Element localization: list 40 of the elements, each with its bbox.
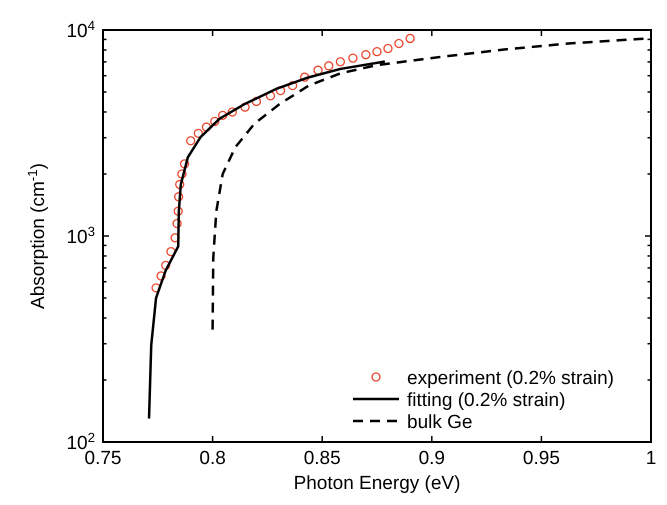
point: [177, 169, 187, 179]
point: [210, 116, 220, 126]
y-tick-label: 10$^{3}$: [66, 224, 95, 248]
x-tick-label: 0.9: [418, 448, 446, 469]
x-tick-label: 1: [646, 448, 656, 469]
point: [174, 206, 183, 216]
y-tick-label: 10$^{4}$: [66, 18, 95, 42]
point: [336, 57, 346, 66]
point: [186, 136, 196, 146]
point: [202, 122, 212, 132]
point: [172, 218, 182, 228]
point: [288, 80, 298, 90]
legend-label: bulk Ge: [407, 412, 472, 433]
x-tick-label: 0.95: [522, 448, 560, 469]
x-tick-label: 0.85: [304, 448, 341, 469]
point: [175, 180, 184, 190]
point: [174, 192, 184, 202]
point: [313, 66, 323, 75]
point: [383, 44, 393, 54]
point: [218, 110, 228, 120]
point: [240, 102, 250, 112]
point: [394, 38, 404, 48]
x-axis-title: Photon Energy (eV): [294, 473, 460, 494]
legend-label: experiment (0.2% strain): [407, 368, 614, 389]
point: [300, 72, 310, 82]
point: [361, 50, 370, 60]
point: [276, 86, 286, 96]
point: [324, 61, 334, 70]
point: [405, 34, 415, 44]
point: [161, 260, 170, 270]
point: [180, 159, 190, 168]
legend-label: fitting (0.2% strain): [407, 390, 566, 411]
point: [228, 107, 237, 117]
point: [156, 271, 166, 281]
point: [252, 96, 262, 106]
point: [348, 54, 358, 63]
point: [166, 246, 176, 256]
point: [194, 128, 203, 138]
point: [372, 47, 382, 56]
x-tick-label: 0.8: [199, 448, 226, 469]
